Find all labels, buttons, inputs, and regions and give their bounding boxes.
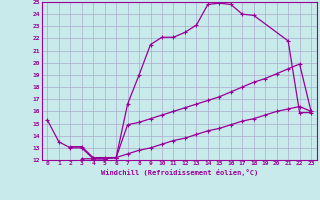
X-axis label: Windchill (Refroidissement éolien,°C): Windchill (Refroidissement éolien,°C) — [100, 169, 258, 176]
